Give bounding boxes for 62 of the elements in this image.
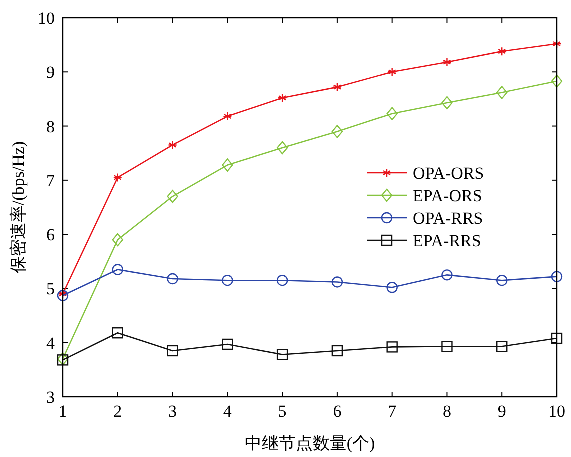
y-axis-title: 保密速率/(bps/Hz)	[9, 141, 28, 274]
point	[442, 341, 453, 352]
x-tick-label: 6	[333, 402, 342, 421]
point	[222, 274, 234, 286]
x-axis-title: 中继节点数量(个)	[244, 434, 376, 453]
point	[223, 112, 232, 122]
legend-label: OPA-RRS	[413, 209, 484, 228]
x-tick-label: 1	[58, 402, 68, 421]
point	[332, 125, 344, 138]
point	[222, 158, 234, 172]
y-tick-label: 3	[46, 388, 55, 407]
point	[167, 273, 178, 285]
point	[276, 274, 288, 286]
point	[332, 276, 344, 288]
legend-label: EPA-ORS	[413, 186, 482, 206]
point	[113, 173, 122, 182]
point	[552, 39, 562, 49]
y-tick-label: 9	[46, 63, 55, 82]
point	[388, 68, 397, 77]
point	[551, 271, 563, 282]
y-tick-label: 4	[46, 334, 56, 353]
x-tick-label: 10	[548, 402, 566, 421]
point	[386, 107, 398, 120]
point	[551, 74, 563, 88]
point	[222, 338, 234, 350]
point	[112, 264, 124, 276]
y-tick-label: 10	[38, 9, 55, 28]
x-tick-label: 5	[278, 402, 287, 421]
x-tick-label: 4	[223, 402, 232, 421]
legend-label: OPA-ORS	[413, 164, 484, 183]
x-tick-label: 3	[168, 402, 178, 421]
point	[496, 274, 508, 286]
point	[496, 86, 508, 100]
point	[442, 96, 453, 110]
point	[442, 58, 452, 67]
point	[386, 282, 398, 294]
y-tick-label: 6	[46, 226, 55, 245]
point	[442, 270, 453, 281]
point	[276, 141, 288, 155]
point	[58, 290, 68, 299]
point	[167, 345, 178, 357]
y-tick-label: 8	[46, 117, 55, 136]
point	[332, 82, 342, 92]
point	[57, 290, 69, 302]
point	[112, 233, 124, 247]
point	[386, 342, 398, 353]
x-tick-label: 9	[498, 402, 506, 421]
point	[551, 332, 563, 344]
x-tick-label: 7	[388, 402, 398, 421]
point	[168, 140, 178, 150]
x-tick-label: 8	[442, 402, 452, 421]
y-tick-label: 7	[46, 171, 56, 190]
point	[496, 341, 508, 352]
point	[276, 349, 288, 360]
point	[167, 190, 178, 204]
point	[112, 328, 124, 339]
point	[332, 345, 344, 357]
point	[498, 46, 507, 56]
y-tick-label: 5	[46, 280, 55, 299]
point	[278, 94, 288, 103]
x-tick-label: 2	[114, 402, 122, 421]
legend-label: EPA-RRS	[413, 232, 482, 250]
